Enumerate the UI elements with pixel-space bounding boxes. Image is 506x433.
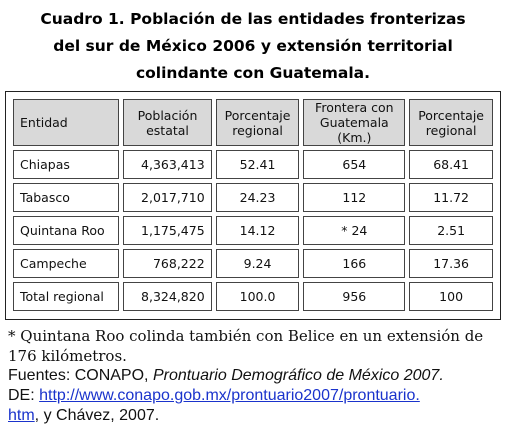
- cell-poblacion: 2,017,710: [123, 183, 212, 212]
- sources-prefix: Fuentes: CONAPO,: [8, 367, 153, 384]
- cell-porcentaje-poblacion: 24.23: [215, 183, 300, 212]
- cell-entidad: Chiapas: [13, 150, 120, 179]
- cell-frontera: * 24: [303, 216, 406, 245]
- cell-entidad: Quintana Roo: [13, 216, 120, 245]
- cell-frontera: 112: [303, 183, 406, 212]
- cell-porcentaje-frontera: 11.72: [409, 183, 493, 212]
- table-header-row: Entidad Población estatal Porcentaje reg…: [13, 99, 493, 146]
- link-continuation-line: htm, y Chávez, 2007.: [8, 406, 504, 426]
- cell-porcentaje-frontera: 100: [409, 282, 493, 311]
- cell-porcentaje-poblacion: 52.41: [215, 150, 300, 179]
- caption-line-3: colindante con Guatemala.: [135, 64, 371, 82]
- header-porcentaje-poblacion: Porcentaje regional: [215, 99, 300, 146]
- cell-entidad: Tabasco: [13, 183, 120, 212]
- table-row: Quintana Roo 1,175,475 14.12 * 24 2.51: [13, 216, 493, 245]
- cell-porcentaje-frontera: 17.36: [409, 249, 493, 278]
- footnote: * Quintana Roo colinda también con Belic…: [8, 326, 504, 366]
- sources-title: Prontuario Demográfico de México 2007.: [152, 367, 444, 384]
- footnote-line-1: * Quintana Roo colinda también con Belic…: [8, 327, 484, 345]
- table-caption: Cuadro 1. Población de las entidades fro…: [0, 6, 506, 87]
- cell-porcentaje-poblacion: 14.12: [215, 216, 300, 245]
- cell-entidad: Total regional: [13, 282, 120, 311]
- sources-suffix: , y Chávez, 2007.: [34, 407, 160, 424]
- caption-line-2: del sur de México 2006 y extensión terri…: [53, 37, 453, 55]
- conapo-link[interactable]: http://www.conapo.gob.mx/prontuario2007/…: [39, 387, 420, 404]
- table-total-row: Total regional 8,324,820 100.0 956 100: [13, 282, 493, 311]
- header-frontera: Frontera con Guatemala (Km.): [303, 99, 406, 146]
- cell-porcentaje-frontera: 68.41: [409, 150, 493, 179]
- population-table: Entidad Población estatal Porcentaje reg…: [9, 95, 497, 315]
- population-table-frame: Entidad Población estatal Porcentaje reg…: [5, 91, 501, 320]
- table-row: Tabasco 2,017,710 24.23 112 11.72: [13, 183, 493, 212]
- cell-poblacion: 8,324,820: [123, 282, 212, 311]
- de-prefix: DE:: [8, 387, 40, 404]
- cell-poblacion: 1,175,475: [123, 216, 212, 245]
- header-poblacion: Población estatal: [123, 99, 212, 146]
- de-line: DE: http://www.conapo.gob.mx/prontuario2…: [8, 386, 504, 406]
- table-notes: * Quintana Roo colinda también con Belic…: [8, 326, 504, 426]
- cell-poblacion: 768,222: [123, 249, 212, 278]
- cell-porcentaje-poblacion: 100.0: [215, 282, 300, 311]
- conapo-link-continuation[interactable]: htm: [8, 407, 35, 424]
- header-entidad: Entidad: [13, 99, 120, 146]
- footnote-line-2: 176 kilómetros.: [8, 347, 127, 365]
- cell-frontera: 166: [303, 249, 406, 278]
- table-row: Chiapas 4,363,413 52.41 654 68.41: [13, 150, 493, 179]
- header-porcentaje-frontera: Porcentaje regional: [409, 99, 493, 146]
- table-row: Campeche 768,222 9.24 166 17.36: [13, 249, 493, 278]
- cell-poblacion: 4,363,413: [123, 150, 212, 179]
- cell-porcentaje-poblacion: 9.24: [215, 249, 300, 278]
- cell-entidad: Campeche: [13, 249, 120, 278]
- cell-frontera: 956: [303, 282, 406, 311]
- sources: Fuentes: CONAPO, Prontuario Demográfico …: [8, 366, 504, 426]
- cell-frontera: 654: [303, 150, 406, 179]
- caption-line-1: Cuadro 1. Población de las entidades fro…: [40, 10, 466, 28]
- sources-line: Fuentes: CONAPO, Prontuario Demográfico …: [8, 366, 504, 386]
- cell-porcentaje-frontera: 2.51: [409, 216, 493, 245]
